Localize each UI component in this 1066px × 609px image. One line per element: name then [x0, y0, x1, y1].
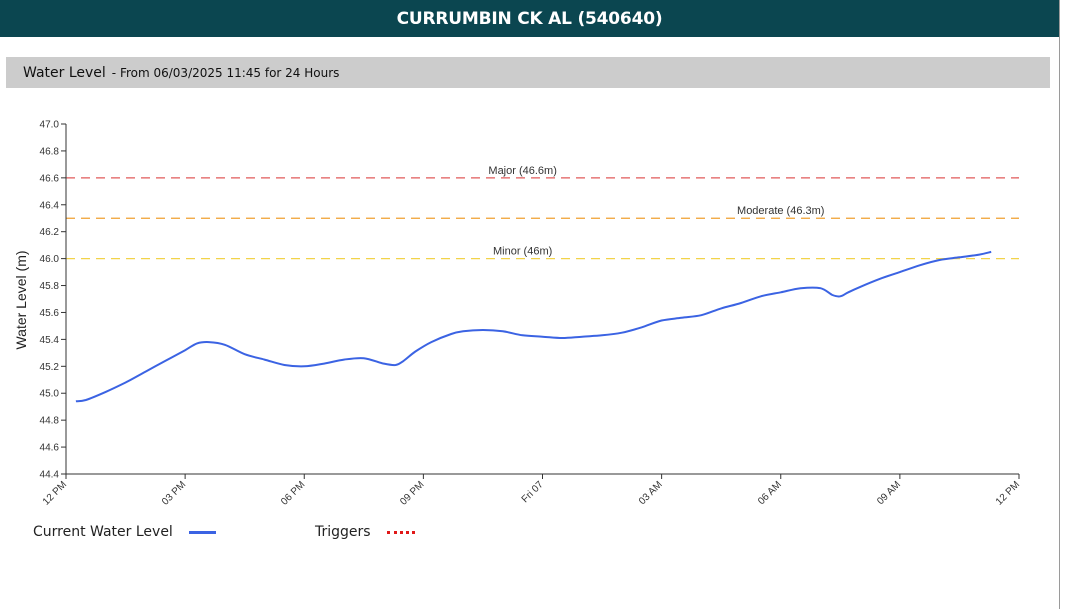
legend-triggers: Triggers [315, 524, 415, 540]
water-level-series-line [75, 250, 992, 403]
y-tick-label: 44.8 [40, 416, 60, 427]
x-tick-label: 12 PM [994, 479, 1022, 507]
trigger-label: Minor (46m) [493, 246, 552, 258]
y-tick-label: 45.4 [40, 335, 60, 346]
y-tick-label: 46.6 [40, 173, 60, 184]
x-tick-label: 06 AM [756, 479, 784, 507]
legend-triggers-swatch [386, 530, 415, 534]
legend-triggers-label: Triggers [315, 524, 371, 540]
panel-border [1059, 0, 1060, 609]
y-tick-label: 45.6 [40, 308, 60, 319]
chart-header: Water Level - From 06/03/2025 11:45 for … [6, 57, 1050, 88]
y-tick-label: 44.6 [40, 443, 60, 454]
trigger-label: Moderate (46.3m) [737, 205, 824, 217]
x-tick-label: 09 PM [398, 479, 426, 507]
legend-current-swatch [188, 530, 216, 534]
x-tick-label: 03 AM [637, 479, 665, 507]
y-axis: 44.4 44.6 44.8 45.0 45.2 45.4 45.6 45.8 46.0 46.2… [40, 120, 67, 481]
y-tick-label: 44.4 [40, 470, 60, 481]
x-tick-label: 12 PM [41, 479, 69, 507]
x-tick-label: 09 AM [875, 479, 903, 507]
y-tick-label: 46.0 [40, 254, 60, 265]
y-tick-label: 46.4 [40, 200, 60, 211]
y-tick-label: 45.2 [40, 362, 60, 373]
y-tick-label: 46.2 [40, 227, 60, 238]
x-tick-label: 06 PM [279, 479, 307, 507]
legend-current-label: Current Water Level [33, 524, 173, 540]
y-tick-label: 45.0 [40, 389, 60, 400]
x-tick-label: Fri 07 [520, 479, 546, 505]
trigger-label: Major (46.6m) [488, 165, 556, 177]
station-title-bar: CURRUMBIN CK AL (540640) [0, 0, 1059, 37]
chart-subtitle: - From 06/03/2025 11:45 for 24 Hours [111, 65, 340, 80]
x-tick-label: 03 PM [160, 479, 188, 507]
station-title: CURRUMBIN CK AL (540640) [396, 8, 663, 29]
y-tick-label: 45.8 [40, 281, 60, 292]
x-axis: 12 PM 03 PM 06 PM 09 PM Fri 07 03 AM 06 AM 09 A… [41, 473, 1022, 508]
legend-current: Current Water Level [33, 524, 216, 540]
chart-title: Water Level [23, 64, 106, 81]
y-axis-label: Water Level (m) [13, 250, 29, 349]
y-tick-label: 47.0 [40, 120, 60, 131]
y-tick-label: 46.8 [40, 146, 60, 157]
